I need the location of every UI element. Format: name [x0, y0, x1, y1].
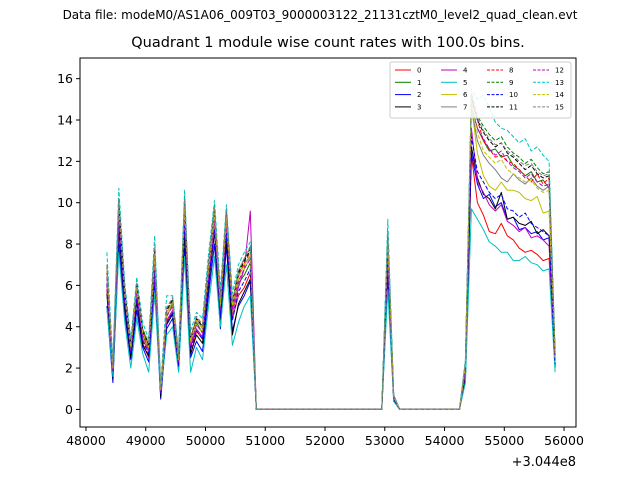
- y-tick-label: 8: [65, 237, 73, 252]
- plot-frame: [79, 57, 577, 428]
- x-tick-label: 56000: [544, 433, 584, 448]
- legend-label-8: 8: [509, 67, 513, 75]
- legend-label-4: 4: [463, 67, 468, 75]
- legend-label-10: 10: [509, 91, 518, 99]
- x-tick-label: 51000: [245, 433, 285, 448]
- series-lines: [106, 88, 556, 410]
- series-line-4: [106, 127, 556, 410]
- legend-label-7: 7: [463, 103, 467, 111]
- x-tick-label: 49000: [126, 433, 166, 448]
- series-line-14: [106, 100, 556, 410]
- x-tick-label: 48000: [66, 433, 106, 448]
- series-line-2: [106, 152, 556, 410]
- series-line-1: [106, 107, 556, 410]
- series-line-5: [106, 208, 556, 410]
- y-axis: 0 2 4 6 8 10 12 14 16: [57, 71, 80, 417]
- y-tick-label: 12: [57, 154, 73, 169]
- y-tick-label: 0: [65, 402, 73, 417]
- legend-label-2: 2: [417, 91, 421, 99]
- figure-suptitle: Data file: modeM0/AS1A06_009T03_90000031…: [62, 8, 578, 22]
- series-line-9: [106, 92, 556, 410]
- y-tick-label: 4: [65, 319, 73, 334]
- legend-label-9: 9: [509, 79, 513, 87]
- x-tick-label: 53000: [365, 433, 405, 448]
- series-line-11: [106, 96, 556, 410]
- legend-label-1: 1: [417, 79, 421, 87]
- x-tick-label: 50000: [186, 433, 226, 448]
- series-line-6: [106, 105, 556, 410]
- legend-label-6: 6: [463, 91, 468, 99]
- series-line-0: [106, 154, 556, 410]
- legend-label-0: 0: [417, 67, 421, 75]
- chart-title: Quadrant 1 module wise count rates with …: [131, 35, 525, 51]
- x-tick-label: 52000: [305, 433, 345, 448]
- series-line-3: [106, 146, 556, 410]
- series-line-15: [106, 94, 556, 410]
- x-offset-label: +3.044e8: [512, 455, 576, 470]
- y-tick-label: 14: [57, 113, 73, 128]
- y-tick-label: 6: [65, 278, 73, 293]
- series-line-13: [106, 88, 556, 410]
- series-line-10: [106, 136, 556, 410]
- y-tick-label: 10: [57, 195, 73, 210]
- legend-label-11: 11: [509, 103, 518, 111]
- legend-label-12: 12: [555, 67, 564, 75]
- x-axis: 48000 49000 50000 51000 52000 53000 54000 55000…: [66, 427, 584, 448]
- x-tick-label: 55000: [484, 433, 524, 448]
- legend-label-14: 14: [555, 91, 564, 99]
- series-line-7: [106, 107, 556, 410]
- legend-frame: [389, 61, 572, 119]
- y-tick-label: 16: [57, 71, 73, 86]
- legend-label-15: 15: [555, 103, 564, 111]
- y-tick-label: 2: [65, 361, 73, 376]
- legend-label-13: 13: [555, 79, 564, 87]
- series-line-12: [106, 103, 556, 410]
- x-tick-label: 54000: [425, 433, 465, 448]
- legend-label-3: 3: [417, 103, 421, 111]
- legend-label-5: 5: [463, 79, 467, 87]
